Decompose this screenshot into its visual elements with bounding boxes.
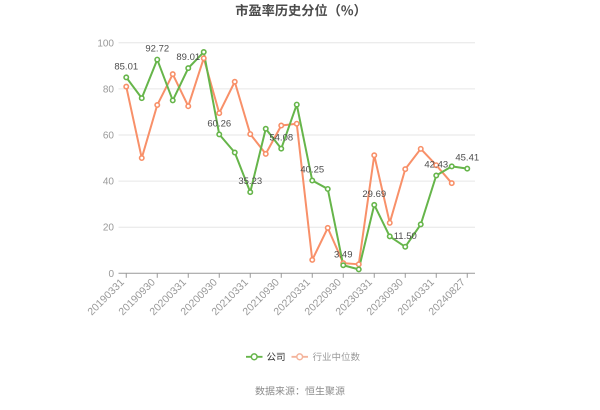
svg-text:60.26: 60.26: [207, 118, 231, 129]
svg-text:35.23: 35.23: [238, 176, 262, 187]
svg-text:11.50: 11.50: [394, 231, 417, 242]
svg-text:3.49: 3.49: [334, 249, 353, 260]
svg-text:85.01: 85.01: [114, 61, 138, 72]
svg-text:42.43: 42.43: [424, 160, 448, 171]
svg-text:0: 0: [108, 269, 114, 280]
svg-text:40: 40: [103, 177, 115, 188]
svg-text:60: 60: [103, 131, 115, 142]
svg-text:45.41: 45.41: [455, 153, 479, 164]
svg-text:20: 20: [103, 223, 115, 234]
svg-text:92.72: 92.72: [145, 44, 169, 55]
svg-text:89.01: 89.01: [176, 52, 200, 63]
svg-text:40.25: 40.25: [300, 165, 324, 176]
svg-text:80: 80: [103, 84, 115, 95]
svg-text:54.08: 54.08: [269, 133, 293, 144]
svg-text:100: 100: [97, 38, 114, 49]
svg-text:29.69: 29.69: [362, 189, 386, 200]
